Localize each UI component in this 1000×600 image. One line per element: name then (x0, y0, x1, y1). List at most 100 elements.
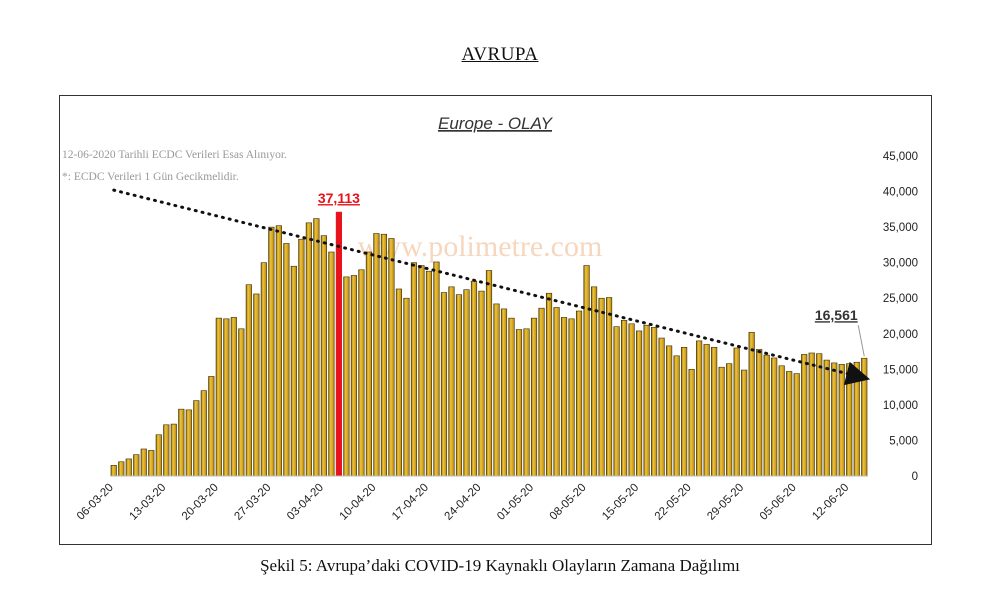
bar (681, 346, 688, 477)
bar (756, 349, 763, 477)
x-tick-label: 03-04-20 (285, 482, 326, 523)
bar (440, 292, 448, 477)
bar (373, 233, 380, 477)
bar (260, 262, 267, 477)
bar (696, 340, 703, 477)
bar (275, 225, 282, 477)
bar (118, 461, 125, 477)
bar (673, 355, 680, 477)
bar (268, 226, 275, 477)
bar-chart: Europe - OLAY 12-06-2020 Tarihli ECDC Ve… (62, 114, 918, 523)
bar (245, 284, 252, 477)
bar (365, 251, 372, 477)
bar (613, 326, 620, 477)
bar (125, 458, 132, 477)
bar (155, 434, 162, 477)
bar (380, 233, 387, 477)
bar (718, 366, 725, 477)
x-tick-label: 29-05-20 (705, 482, 746, 523)
y-tick-label: 20,000 (883, 329, 918, 341)
bar (500, 308, 508, 477)
bar (200, 390, 207, 477)
bar (816, 353, 823, 477)
bar (418, 265, 425, 477)
bar (328, 251, 335, 477)
x-tick-label: 24-04-20 (443, 482, 484, 523)
bar (666, 345, 673, 477)
chart-title: Europe - OLAY (438, 114, 554, 133)
bar (478, 290, 485, 477)
bar (741, 369, 748, 477)
bar (185, 409, 192, 477)
bar (148, 450, 155, 477)
y-tick-label: 5,000 (889, 435, 918, 447)
y-tick-label: 45,000 (883, 151, 918, 163)
bar (410, 262, 418, 477)
bar (778, 365, 785, 477)
bar (553, 307, 560, 477)
watermark-text: www.polimetre.com (358, 230, 603, 263)
bar (733, 347, 740, 477)
y-tick-label: 0 (912, 471, 918, 483)
x-tick-label: 10-04-20 (338, 482, 379, 523)
bar (771, 357, 778, 477)
bar (433, 261, 440, 477)
bar (643, 324, 650, 477)
bar (508, 317, 515, 477)
bar (853, 361, 860, 477)
y-tick-label: 25,000 (883, 293, 918, 305)
bar (305, 222, 312, 477)
bar (748, 332, 755, 477)
y-tick-label: 10,000 (883, 400, 918, 412)
bar (493, 303, 500, 477)
bar (230, 317, 237, 477)
bar (575, 310, 583, 477)
bar (808, 352, 815, 477)
bar (530, 317, 538, 477)
x-tick-label: 20-03-20 (180, 482, 221, 523)
y-tick-label: 35,000 (883, 222, 918, 234)
bar (763, 354, 770, 477)
chart-note: 12-06-2020 Tarihli ECDC Verileri Esas Al… (62, 149, 287, 161)
bar (726, 363, 733, 477)
bar (831, 362, 838, 477)
x-tick-label: 05-06-20 (758, 482, 799, 523)
bar (253, 293, 260, 477)
bar (140, 448, 147, 477)
bar (455, 294, 463, 477)
bar (786, 371, 793, 477)
x-tick-label: 17-04-20 (390, 482, 431, 523)
bar (193, 400, 200, 477)
bar (658, 337, 665, 477)
x-tick-label: 06-03-20 (75, 482, 116, 523)
bar (298, 238, 305, 477)
y-tick-label: 15,000 (883, 364, 918, 376)
bar (583, 265, 590, 477)
figure-caption: Şekil 5: Avrupa’daki COVID-19 Kaynaklı O… (260, 556, 740, 575)
bar (628, 323, 635, 477)
bar (463, 289, 470, 477)
chart-note: *: ECDC Verileri 1 Gün Gecikmelidir. (62, 171, 239, 183)
bar (560, 317, 568, 477)
bar (133, 454, 140, 477)
bar (688, 369, 695, 477)
bar (110, 465, 117, 477)
bar (621, 319, 628, 477)
end-label-leader (857, 325, 865, 357)
last-value-label: 16,561 (815, 307, 858, 323)
bar (823, 359, 830, 477)
bar (711, 346, 718, 477)
bar (170, 423, 177, 477)
bar (703, 344, 710, 477)
x-tick-label: 01-05-20 (495, 482, 536, 523)
bar (636, 330, 643, 477)
bar (283, 243, 290, 477)
bar (568, 318, 575, 477)
bar (485, 270, 493, 477)
bar (793, 373, 800, 477)
bar (605, 297, 613, 477)
bar (545, 292, 553, 477)
x-tick-label: 13-03-20 (127, 482, 168, 523)
bar (538, 307, 545, 477)
y-tick-label: 40,000 (883, 187, 918, 199)
